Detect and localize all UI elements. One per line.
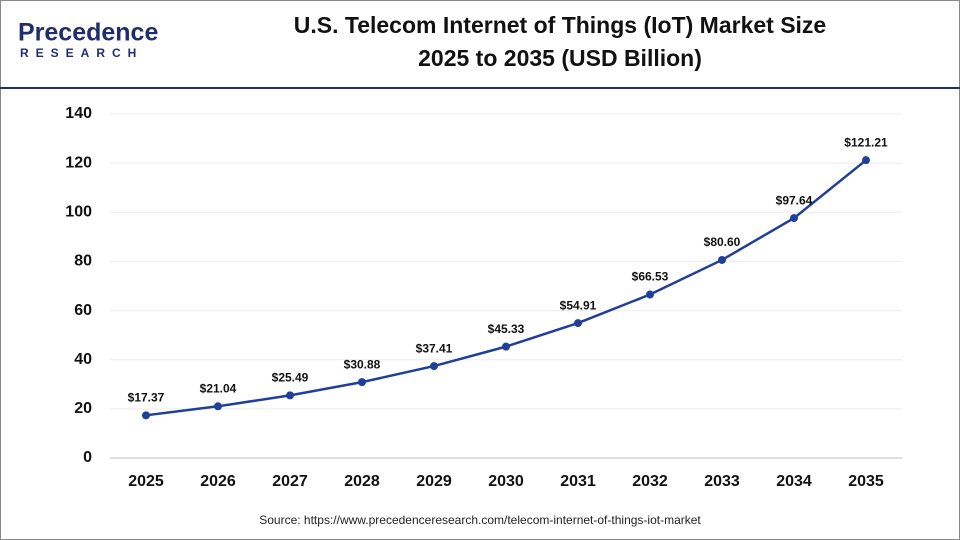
point: [430, 362, 438, 371]
y-tick-label: 60: [74, 302, 92, 319]
x-tick-label: 2028: [344, 473, 380, 490]
x-tick-label: 2034: [776, 473, 812, 490]
y-tick-label: 40: [74, 351, 92, 368]
source: Source: https://www.precedenceresearch.c…: [259, 513, 701, 527]
point: [718, 255, 726, 264]
point: [502, 342, 510, 351]
value-label: $54.91: [560, 298, 597, 312]
x-tick-label: 2025: [128, 473, 164, 490]
x-tick-label: 2027: [272, 473, 308, 490]
y-tick-label: 0: [83, 449, 92, 466]
value-label: $66.53: [632, 270, 669, 284]
point: [286, 391, 294, 400]
value-label: $45.33: [488, 322, 525, 336]
value-label: $80.60: [704, 235, 741, 249]
logo-tagline: RESEARCH: [20, 46, 143, 60]
value-label: $30.88: [344, 357, 381, 371]
x-tick-label: 2032: [632, 473, 668, 490]
point: [646, 290, 654, 299]
point: [574, 319, 582, 328]
y-tick-label: 80: [74, 253, 92, 270]
x-tick-label: 2026: [200, 473, 236, 490]
point: [214, 402, 222, 411]
logo-name: Precedence: [18, 19, 158, 47]
x-tick-label: 2029: [416, 473, 452, 490]
x-tick-label: 2030: [488, 473, 524, 490]
point: [790, 214, 798, 223]
y-tick-label: 140: [65, 105, 92, 122]
value-label: $121.21: [844, 135, 888, 149]
y-tick-label: 100: [65, 204, 92, 221]
chart-subtitle: 2025 to 2035 (USD Billion): [418, 45, 702, 71]
point: [358, 378, 366, 387]
value-label: $97.64: [776, 193, 813, 207]
y-tick-label: 120: [65, 154, 92, 171]
point: [862, 156, 870, 165]
chart-title: U.S. Telecom Internet of Things (IoT) Ma…: [294, 12, 826, 38]
x-tick-label: 2035: [848, 473, 884, 490]
value-label: $37.41: [416, 341, 453, 355]
x-tick-label: 2031: [560, 473, 596, 490]
x-tick-label: 2033: [704, 473, 740, 490]
value-label: $25.49: [272, 371, 309, 385]
value-label: $21.04: [200, 381, 237, 395]
point: [142, 411, 150, 420]
y-tick-label: 20: [74, 400, 92, 417]
value-label: $17.37: [128, 390, 165, 404]
